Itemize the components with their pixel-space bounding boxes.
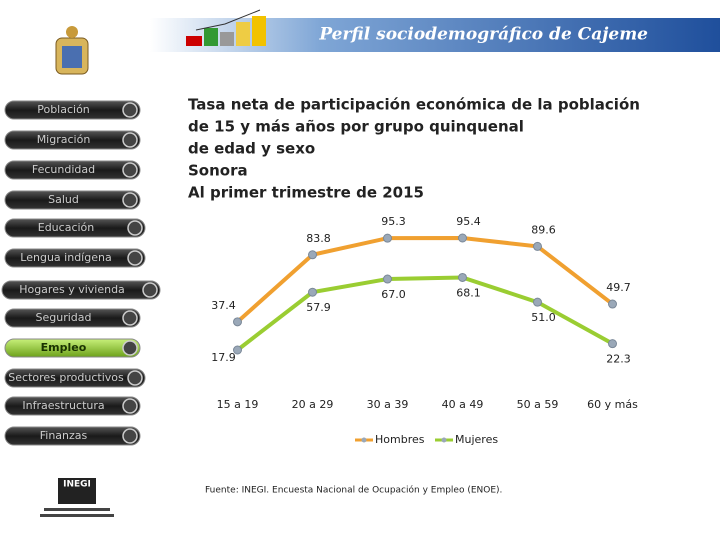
nav-button[interactable]: Salud — [4, 190, 141, 210]
data-point — [458, 233, 467, 243]
nav-button[interactable]: Sectores productivos — [4, 368, 146, 388]
nav-button[interactable]: Finanzas — [4, 426, 141, 446]
nav-button[interactable]: Hogares y vivienda — [1, 280, 161, 300]
x-tick-label: 20 a 29 — [292, 398, 334, 411]
nav-button-label[interactable]: Finanzas — [40, 429, 88, 442]
data-label: 51.0 — [531, 311, 556, 324]
nav-button-label[interactable]: Población — [37, 103, 90, 116]
chart-title-line: Sonora — [188, 162, 248, 180]
nav-button-label[interactable]: Migración — [37, 133, 91, 146]
nav-button-bg[interactable] — [4, 218, 146, 238]
nav-button[interactable]: Seguridad — [4, 308, 141, 328]
data-label: 57.9 — [306, 301, 331, 314]
nav-button-label[interactable]: Educación — [38, 221, 95, 234]
data-point — [233, 345, 242, 355]
nav-button-knob[interactable] — [122, 192, 138, 208]
header-icon — [186, 9, 266, 46]
nav-button[interactable]: Migración — [4, 130, 141, 150]
x-tick-label: 60 y más — [587, 398, 638, 411]
chart-title-line: de edad y sexo — [188, 140, 315, 158]
nav-button-bg[interactable] — [1, 280, 161, 300]
coat-of-arms — [55, 26, 89, 75]
legend-label: Mujeres — [455, 433, 498, 446]
x-tick-label: 30 a 39 — [367, 398, 409, 411]
nav-button[interactable]: Educación — [4, 218, 146, 238]
nav-button-knob[interactable] — [122, 102, 138, 118]
nav-button-label[interactable]: Seguridad — [36, 311, 92, 324]
data-point — [383, 233, 392, 243]
nav-button-bg[interactable] — [4, 396, 141, 416]
nav-button-bg[interactable] — [4, 426, 141, 446]
nav-button-knob[interactable] — [127, 220, 143, 236]
data-point — [458, 272, 467, 282]
data-point — [533, 297, 542, 307]
nav-button-knob[interactable] — [142, 282, 158, 298]
nav-button-knob[interactable] — [122, 428, 138, 444]
data-label: 67.0 — [381, 288, 406, 301]
legend-marker — [361, 437, 367, 443]
nav-button-bg[interactable] — [4, 368, 146, 388]
nav-button-knob[interactable] — [122, 310, 138, 326]
data-label: 95.3 — [381, 215, 406, 228]
nav-button-knob[interactable] — [127, 250, 143, 266]
nav-button-bg[interactable] — [4, 100, 141, 120]
logo-text: INEGI — [63, 480, 91, 490]
chart-title-line: Tasa neta de participación económica de … — [188, 96, 640, 114]
x-tick-label: 50 a 59 — [517, 398, 559, 411]
inegi-logo: INEGI — [40, 478, 114, 517]
data-point — [383, 274, 392, 284]
chart-title-line: de 15 y más años por grupo quinquenal — [188, 118, 524, 136]
data-point — [608, 339, 617, 349]
nav-button-label[interactable]: Empleo — [41, 341, 87, 354]
data-point — [533, 241, 542, 251]
nav-button-bg[interactable] — [4, 338, 141, 358]
data-point — [308, 250, 317, 260]
nav-button-knob[interactable] — [122, 132, 138, 148]
nav-button-label[interactable]: Salud — [48, 193, 79, 206]
chart-title-line: Al primer trimestre de 2015 — [188, 184, 424, 202]
nav-button[interactable]: Población — [4, 100, 141, 120]
nav-button-bg[interactable] — [4, 160, 141, 180]
legend-marker — [441, 437, 447, 443]
nav-button-label[interactable]: Sectores productivos — [8, 371, 124, 384]
nav-button-label[interactable]: Fecundidad — [32, 163, 95, 176]
data-label: 68.1 — [456, 286, 481, 299]
data-label: 17.9 — [211, 351, 236, 364]
data-point — [308, 287, 317, 297]
nav-menu: Población Migración Fecundidad Salud Educaci… — [1, 100, 161, 446]
data-point — [233, 317, 242, 327]
nav-button-label[interactable]: Hogares y vivienda — [19, 283, 125, 296]
nav-button-bg[interactable] — [4, 190, 141, 210]
nav-button-knob[interactable] — [122, 398, 138, 414]
nav-button-knob[interactable] — [122, 340, 138, 356]
x-tick-label: 40 a 49 — [442, 398, 484, 411]
data-label: 89.6 — [531, 223, 556, 236]
header-title: Perfil sociodemográfico de Cajeme — [318, 25, 648, 45]
x-tick-label: 15 a 19 — [217, 398, 259, 411]
data-label: 49.7 — [606, 281, 631, 294]
source-note: Fuente: INEGI. Encuesta Nacional de Ocup… — [205, 485, 502, 496]
nav-button[interactable]: Fecundidad — [4, 160, 141, 180]
nav-button[interactable]: Lengua indígena — [4, 248, 146, 268]
nav-button-label[interactable]: Infraestructura — [22, 399, 104, 412]
nav-button-bg[interactable] — [4, 308, 141, 328]
data-label: 83.8 — [306, 232, 331, 245]
series-line — [236, 235, 614, 324]
series-line — [236, 275, 614, 352]
nav-button-knob[interactable] — [122, 162, 138, 178]
nav-button-knob[interactable] — [127, 370, 143, 386]
chart: Tasa neta de participación económica de … — [188, 96, 640, 496]
data-label: 22.3 — [606, 353, 631, 366]
nav-button[interactable]: Empleo — [4, 338, 141, 358]
data-label: 37.4 — [211, 299, 236, 312]
legend-label: Hombres — [375, 433, 425, 446]
nav-button-bg[interactable] — [4, 248, 146, 268]
nav-button-label[interactable]: Lengua indígena — [20, 251, 111, 264]
nav-button-bg[interactable] — [4, 130, 141, 150]
data-label: 95.4 — [456, 215, 481, 228]
data-point — [608, 299, 617, 309]
nav-button[interactable]: Infraestructura — [4, 396, 141, 416]
